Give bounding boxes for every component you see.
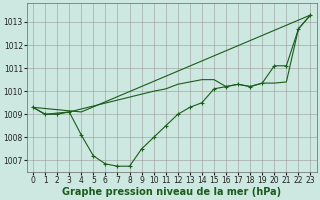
X-axis label: Graphe pression niveau de la mer (hPa): Graphe pression niveau de la mer (hPa) (62, 187, 281, 197)
